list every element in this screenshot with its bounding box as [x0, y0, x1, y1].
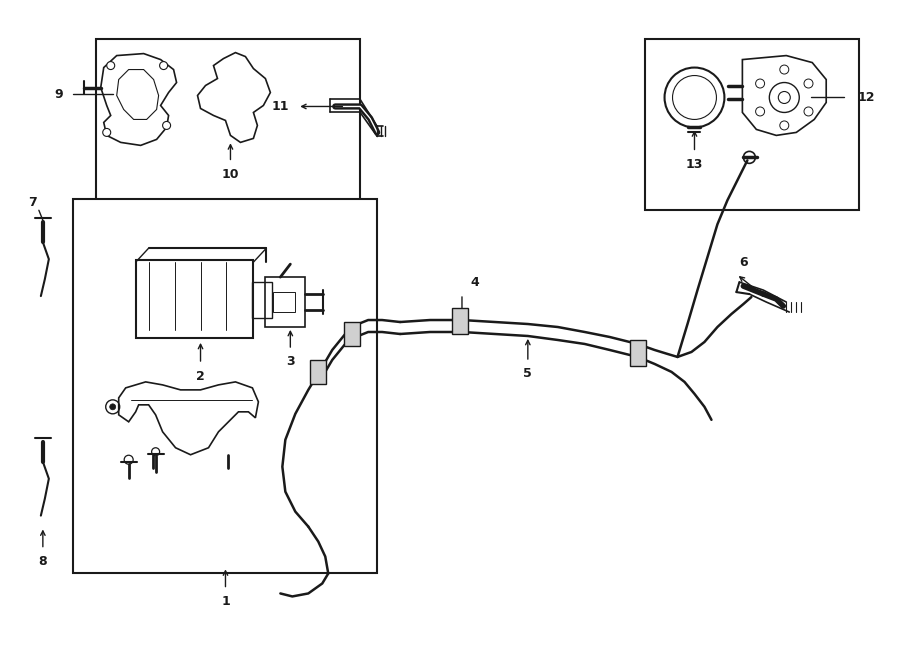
Text: 8: 8: [39, 555, 47, 568]
Text: 2: 2: [196, 371, 205, 383]
Bar: [310, 360, 327, 384]
Text: 7: 7: [29, 196, 37, 209]
Bar: [136, 260, 254, 338]
Text: 5: 5: [524, 367, 532, 381]
Bar: [344, 322, 360, 346]
Text: 13: 13: [686, 158, 703, 171]
Bar: [95, 38, 360, 211]
Text: 6: 6: [739, 256, 748, 269]
Bar: [274, 292, 295, 312]
Text: 10: 10: [221, 168, 239, 181]
Bar: [644, 38, 860, 211]
Bar: [252, 282, 273, 318]
Text: 4: 4: [471, 275, 480, 289]
Bar: [266, 277, 305, 327]
Text: 9: 9: [55, 88, 63, 101]
Bar: [630, 340, 645, 366]
Circle shape: [159, 62, 167, 70]
Text: 1: 1: [221, 595, 230, 608]
Bar: [73, 199, 377, 573]
Circle shape: [103, 128, 111, 136]
Text: 12: 12: [857, 91, 875, 104]
Text: 11: 11: [272, 100, 289, 113]
Bar: [452, 308, 468, 334]
Circle shape: [107, 62, 114, 70]
Text: 3: 3: [286, 355, 294, 369]
Circle shape: [110, 404, 116, 410]
Circle shape: [163, 121, 171, 130]
